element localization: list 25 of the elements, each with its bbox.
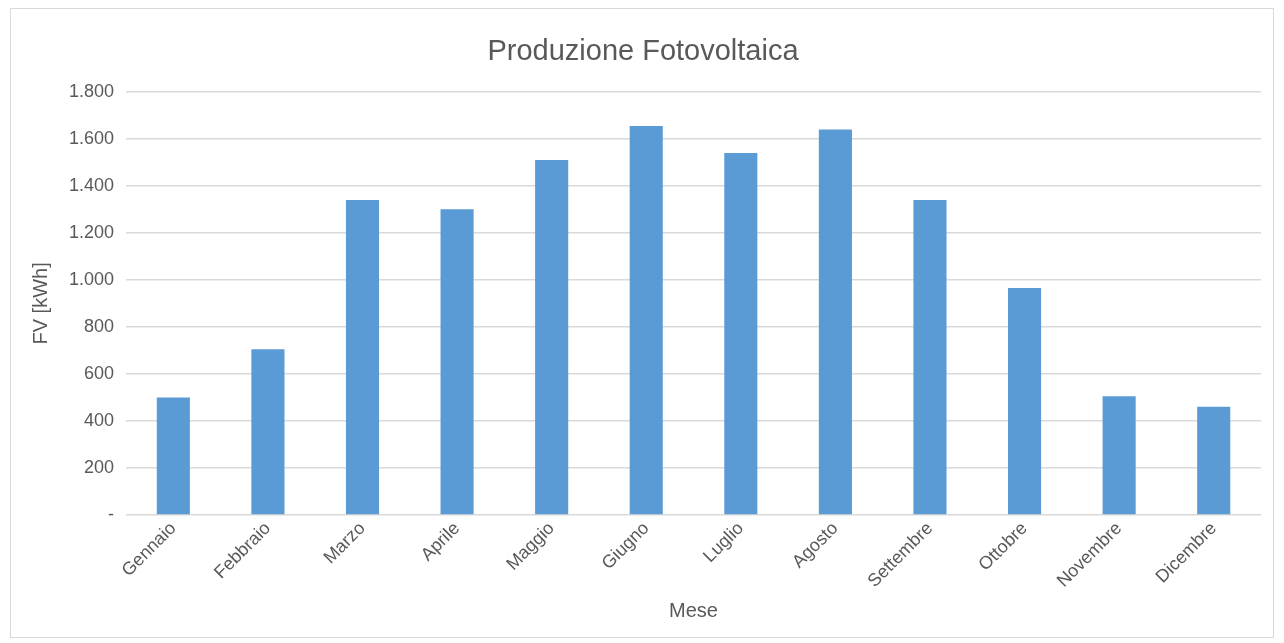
bar — [818, 129, 852, 515]
bar — [1102, 396, 1136, 515]
bar — [440, 209, 474, 515]
y-tick-label: - — [108, 503, 115, 524]
bar — [535, 159, 569, 515]
x-axis-title: Mese — [669, 598, 718, 621]
bar — [724, 152, 758, 515]
y-tick-label: 800 — [84, 315, 115, 336]
y-tick-label: 200 — [84, 456, 115, 477]
y-tick-label: 1.800 — [69, 80, 115, 101]
y-tick-label: 1.600 — [69, 127, 115, 148]
bar — [251, 349, 285, 515]
bar — [1008, 288, 1042, 515]
bar — [156, 397, 190, 515]
y-tick-label: 1.400 — [69, 174, 115, 195]
bar — [913, 199, 947, 515]
y-tick-label: 1.200 — [69, 221, 115, 242]
bar — [345, 199, 380, 515]
bar — [629, 125, 663, 515]
bar — [1197, 406, 1231, 515]
y-tick-label: 400 — [84, 409, 115, 430]
y-tick-label: 600 — [84, 362, 115, 383]
chart-title: Produzione Fotovoltaica — [487, 34, 800, 67]
y-tick-label: 1.000 — [69, 268, 115, 289]
y-axis-title: FV [kWh] — [28, 262, 51, 345]
